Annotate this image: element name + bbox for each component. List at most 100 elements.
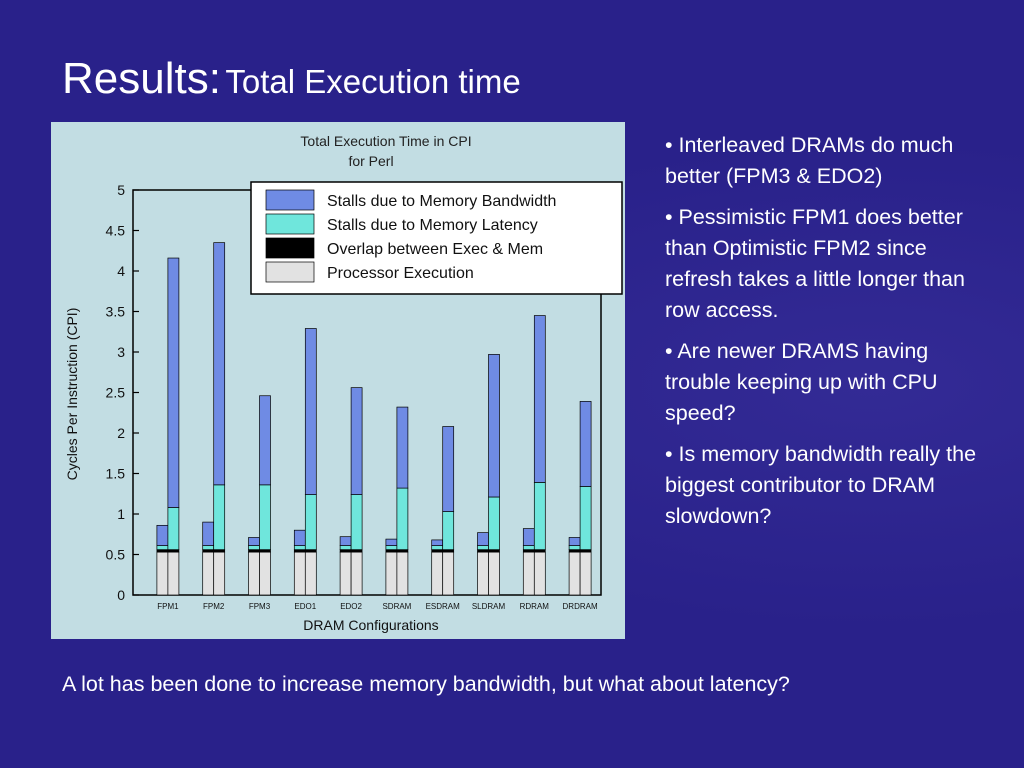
bullet-item: • Pessimistic FPM1 does better than Opti… <box>665 205 965 322</box>
bar-segment <box>293 529 306 546</box>
chart-legend: Stalls due to Memory Bandwidth Stalls due… <box>250 181 623 295</box>
chart-panel: Total Execution Time in CPI for Perl 0 0.… <box>51 122 625 639</box>
bar-segment <box>339 549 352 553</box>
bar-segment <box>350 387 363 495</box>
bar-segment <box>213 551 226 596</box>
x-tick-label: RDRAM <box>520 602 550 611</box>
y-tick-label: 0.5 <box>106 547 126 563</box>
x-tick-label: FPM3 <box>249 602 271 611</box>
bar-segment <box>396 406 409 489</box>
y-tick-label: 3 <box>117 344 125 360</box>
y-tick-label: 2 <box>117 425 125 441</box>
bar-segment <box>202 549 215 553</box>
x-tick-label: FPM2 <box>203 602 225 611</box>
bar-segment <box>385 545 398 550</box>
bar-segment <box>522 549 535 553</box>
bar-segment <box>431 549 444 553</box>
bar-segment <box>533 315 546 483</box>
bar-segment <box>385 551 398 596</box>
bar-segment <box>213 549 226 553</box>
bar-segment <box>488 549 500 553</box>
bar-segment <box>259 551 271 596</box>
bar-segment <box>488 354 500 498</box>
bar-segment <box>259 484 271 550</box>
bar-segment <box>442 511 455 550</box>
bar-segment <box>579 486 592 550</box>
bar-segment <box>396 551 409 596</box>
bar-segment <box>350 494 363 550</box>
y-tick-label: 4 <box>117 263 125 279</box>
bar-segment <box>156 551 169 596</box>
bar-segment <box>339 551 352 596</box>
bar-segment <box>385 538 398 546</box>
chart-title: Total Execution Time in CPI <box>300 133 471 149</box>
bar-segment <box>156 524 169 546</box>
bar-segment <box>579 401 592 487</box>
x-tick-label: FPM1 <box>157 602 179 611</box>
slide-title-sub: Total Execution time <box>225 63 521 100</box>
bar-segment <box>396 549 409 553</box>
bar-segment <box>213 242 226 486</box>
cpi-bar-chart: Total Execution Time in CPI for Perl 0 0.… <box>64 133 623 633</box>
bar-segment <box>522 545 535 550</box>
slide-footer: A lot has been done to increase memory b… <box>62 672 790 696</box>
bar-segment <box>339 536 352 546</box>
legend-swatch <box>265 237 315 259</box>
bar-segment <box>259 395 271 486</box>
bar-segment <box>248 545 260 550</box>
bar-segment <box>304 494 317 550</box>
bar-segment <box>202 521 215 546</box>
chart-subtitle: for Perl <box>348 153 393 169</box>
bar-segment <box>202 545 215 550</box>
bar-segment <box>568 551 581 596</box>
bar-segment <box>442 551 455 596</box>
legend-label: Stalls due to Memory Bandwidth <box>327 193 556 210</box>
bar-segment <box>477 545 489 550</box>
bar-segment <box>431 539 444 546</box>
bar-segment <box>304 328 317 495</box>
bar-segment <box>533 551 546 596</box>
legend-swatch <box>265 189 315 211</box>
bar-segment <box>579 551 592 596</box>
bar-segment <box>304 551 317 596</box>
bar-segment <box>477 551 489 596</box>
bar-segment <box>248 537 260 546</box>
bar-segment <box>431 545 444 550</box>
y-tick-label: 1.5 <box>106 466 126 482</box>
bullet-item: • Is memory bandwidth really the biggest… <box>665 442 977 528</box>
bar-segment <box>350 549 363 553</box>
bar-segment <box>202 551 215 596</box>
bullet-item: • Interleaved DRAMs do much better (FPM3… <box>665 133 954 188</box>
legend-label: Overlap between Exec & Mem <box>327 241 543 258</box>
bar-segment <box>259 549 271 553</box>
bar-segment <box>156 549 169 553</box>
bar-segment <box>167 507 180 550</box>
bar-segment <box>167 551 180 596</box>
bar-segment <box>396 487 409 550</box>
bar-segment <box>156 545 169 550</box>
y-tick-label: 0 <box>117 587 125 603</box>
bar-segment <box>431 551 444 596</box>
bar-segment <box>442 426 455 512</box>
bullet-list: • Interleaved DRAMs do much better (FPM3… <box>665 130 985 542</box>
bar-segment <box>293 545 306 550</box>
bar-segment <box>533 549 546 553</box>
bar-segment <box>167 549 180 553</box>
bar-segment <box>477 532 489 546</box>
bar-segment <box>568 545 581 550</box>
x-tick-label: DRDRAM <box>563 602 598 611</box>
y-axis-label: Cycles Per Instruction (CPI) <box>64 308 80 481</box>
y-tick-label: 4.5 <box>106 223 126 239</box>
bar-segment <box>248 551 260 596</box>
plot-area: 0 0.5 1 1.5 2 2.5 3 3.5 4 4.5 5 FPM1 FPM2 FPM3 EDO1 EDO… <box>106 182 602 611</box>
bar-segment <box>339 545 352 550</box>
slide-title-main: Results: <box>62 54 221 103</box>
bar-segment <box>477 549 489 553</box>
bar-segment <box>488 496 500 550</box>
legend-label: Stalls due to Memory Latency <box>327 217 538 234</box>
legend-swatch <box>265 213 315 235</box>
bar-segment <box>488 551 500 596</box>
bar-segment <box>293 549 306 553</box>
x-tick-label: EDO2 <box>340 602 362 611</box>
bar-segment <box>522 551 535 596</box>
